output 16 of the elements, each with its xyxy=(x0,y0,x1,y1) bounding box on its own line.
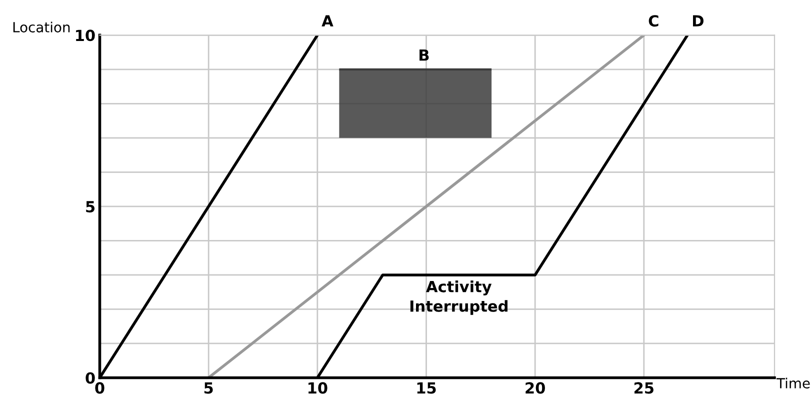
y-tick-label: 5 xyxy=(86,201,95,212)
series-label: A xyxy=(322,15,334,26)
y-tick-label: 10 xyxy=(76,30,95,42)
x-tick-label: 10 xyxy=(308,382,328,394)
series-label: D xyxy=(693,15,704,26)
x-tick-label: 15 xyxy=(417,382,436,394)
x-tick-label: 25 xyxy=(634,382,654,394)
y-tick-label: 0 xyxy=(86,372,95,384)
x-tick-label: 20 xyxy=(526,382,545,394)
x-tick-label: 5 xyxy=(204,382,213,394)
series-label: B xyxy=(420,50,429,61)
x-axis-title: Time xyxy=(776,378,810,388)
annotation: Activity Interrupted xyxy=(410,280,508,315)
y-axis-title: Location xyxy=(13,22,70,32)
series-label: C xyxy=(648,15,658,27)
x-tick-label: 0 xyxy=(95,382,104,394)
